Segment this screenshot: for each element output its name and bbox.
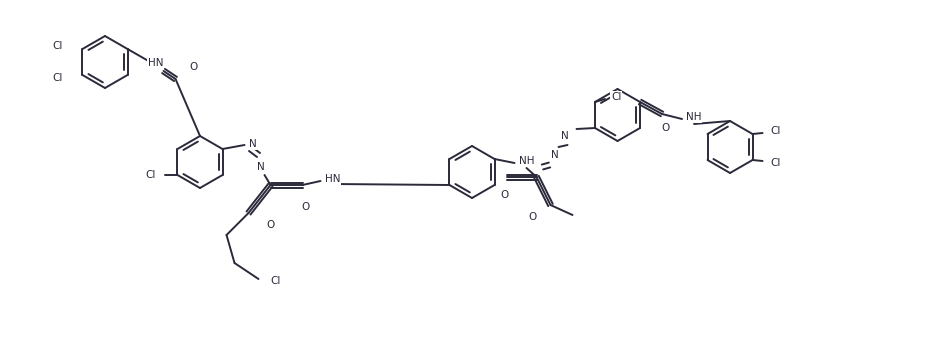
Text: N: N	[248, 139, 256, 149]
Text: Cl: Cl	[52, 73, 62, 83]
Text: HN: HN	[148, 58, 163, 68]
Text: Cl: Cl	[770, 158, 781, 168]
Text: N: N	[550, 150, 559, 160]
Text: N: N	[257, 162, 264, 172]
Text: NH: NH	[518, 156, 534, 166]
Text: O: O	[301, 202, 310, 212]
Text: Cl: Cl	[770, 126, 781, 136]
Text: O: O	[529, 212, 536, 222]
Text: O: O	[661, 123, 669, 133]
Text: O: O	[266, 220, 275, 230]
Text: Cl: Cl	[271, 276, 281, 286]
Text: Cl: Cl	[52, 41, 62, 51]
Text: NH: NH	[686, 112, 701, 122]
Text: O: O	[190, 62, 197, 72]
Text: Cl: Cl	[145, 170, 156, 180]
Text: HN: HN	[325, 174, 340, 184]
Text: O: O	[500, 190, 509, 200]
Text: N: N	[561, 131, 568, 141]
Text: Cl: Cl	[611, 92, 621, 102]
